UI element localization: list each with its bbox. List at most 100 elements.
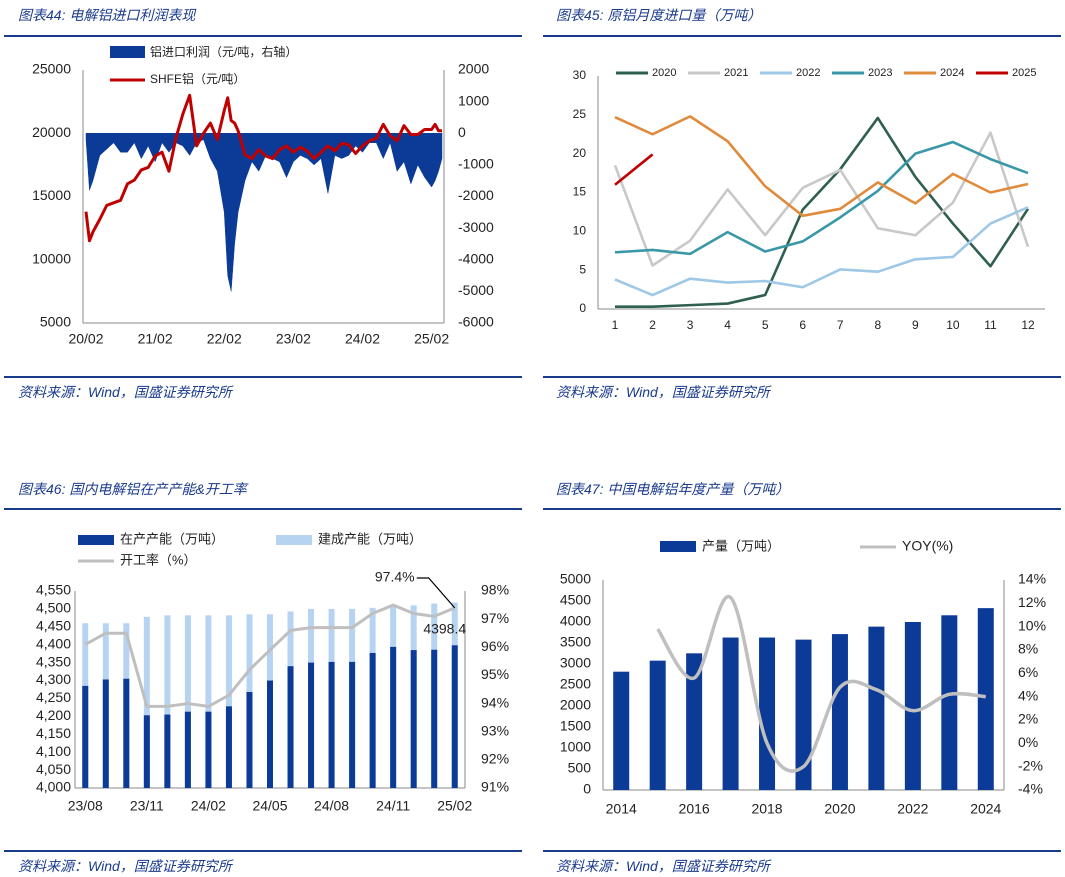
chart46-left-tick-label: 4,250 [36, 689, 71, 705]
chart47-left-tick-label: 0 [583, 781, 591, 797]
chart45-y-tick-label: 15 [573, 185, 587, 199]
chart46-left-tick-label: 4,000 [36, 779, 71, 795]
chart45-series-line [615, 116, 1030, 308]
chart44-legend-label-shfe: SHFE铝（元/吨） [150, 71, 245, 86]
chart47-left-tick-label: 4000 [560, 613, 591, 629]
chart46-production-bar [349, 661, 356, 788]
chart45-x-tick-label: 8 [874, 318, 881, 332]
chart44-x-tick-label: 20/02 [68, 331, 103, 347]
chart47-right-tick-label: -4% [1018, 781, 1043, 797]
chart44-title: 图表44: 电解铝进口利润表现 [18, 7, 196, 23]
chart45-y-tick-label: 0 [579, 301, 586, 315]
chart44-bottom-rule [4, 376, 522, 378]
chart45-title: 图表45: 原铝月度进口量（万吨） [556, 7, 762, 23]
chart46-right-tick-label: 91% [481, 779, 509, 795]
chart47-left-tick-label: 2500 [560, 676, 591, 692]
chart46-x-tick-label: 24/02 [191, 798, 226, 814]
chart44-left-tick-label: 25000 [32, 61, 71, 77]
chart46-right-tick-label: 94% [481, 694, 509, 710]
chart46-production-bar [123, 678, 130, 788]
chart46-production-bar [205, 711, 212, 788]
chart44-x-tick-label: 22/02 [207, 331, 242, 347]
chart47-right-tick-label: 12% [1018, 594, 1046, 610]
chart46-left-tick-label: 4,200 [36, 707, 71, 723]
chart45-x-tick-label: 6 [799, 318, 806, 332]
chart46-production-bar [164, 714, 171, 788]
chart46-production-bar [143, 715, 150, 788]
chart46-x-tick-label: 23/11 [130, 798, 164, 814]
chart47-right-tick-label: 14% [1018, 571, 1046, 587]
chart45-series-line [613, 131, 1030, 267]
chart47-production-bar [613, 671, 630, 790]
chart44-right-tick-label: -2000 [458, 187, 494, 203]
chart45-series-line [614, 115, 1029, 218]
chart46-top-rule [4, 508, 522, 510]
chart47-left-tick-label: 3500 [560, 634, 591, 650]
chart45-source: 资料来源：Wind，国盛证券研究所 [556, 384, 770, 400]
chart46-legend-label-built: 建成产能（万吨） [318, 531, 422, 546]
chart47-bottom-rule [543, 850, 1061, 852]
chart47-x-tick-label: 2018 [751, 801, 782, 817]
chart45-legend-label: 2021 [724, 67, 748, 79]
chart46-left-tick-label: 4,350 [36, 653, 71, 669]
chart46-right-tick-label: 98% [481, 582, 509, 598]
chart46-source: 资料来源：Wind，国盛证券研究所 [18, 858, 232, 874]
chart47-legend-label-production: 产量（万吨） [702, 538, 780, 553]
chart46-production-bar [102, 679, 109, 788]
chart45-x-tick-label: 7 [837, 318, 844, 332]
chart44-top-rule [4, 35, 522, 37]
chart47-right-tick-label: 2% [1018, 711, 1038, 727]
chart45-series-line [614, 153, 654, 186]
chart46-annotation-rate: 97.4% [375, 569, 415, 585]
chart46-right-tick-label: 95% [481, 666, 509, 682]
chart46-left-tick-label: 4,050 [36, 761, 71, 777]
chart44-right-tick-label: -4000 [458, 250, 494, 266]
chart46-left-tick-label: 4,150 [36, 725, 71, 741]
chart47-x-tick-label: 2016 [679, 801, 710, 817]
chart46-production-bar [184, 711, 191, 788]
chart45-x-tick-label: 2 [649, 318, 656, 332]
chart46-annotation-value: 4398.4 [423, 621, 466, 637]
chart47-left-tick-label: 3000 [560, 655, 591, 671]
chart44-right-tick-label: -1000 [458, 156, 494, 172]
chart46-production-bar [82, 685, 89, 788]
chart47-x-tick-label: 2022 [897, 801, 928, 817]
chart47-right-tick-label: 8% [1018, 641, 1038, 657]
chart46-x-tick-label: 24/05 [252, 798, 287, 814]
chart47-right-tick-label: -2% [1018, 757, 1043, 773]
chart44-right-tick-label: -5000 [458, 282, 494, 298]
chart45-series-line [614, 206, 1029, 297]
chart46-x-tick-label: 24/11 [376, 798, 410, 814]
chart46-production-bar [287, 666, 294, 788]
chart47-x-tick-label: 2024 [970, 801, 1001, 817]
chart46-left-tick-label: 4,550 [36, 582, 71, 598]
chart46-production-bar [451, 645, 458, 788]
chart47-left-tick-label: 4500 [560, 592, 591, 608]
chart45-x-tick-label: 11 [984, 318, 997, 332]
chart44-left-tick-label: 20000 [32, 124, 71, 140]
chart46-legend-swatch-production [78, 535, 114, 545]
chart45-x-tick-label: 3 [687, 318, 694, 332]
chart47-yoy-line [656, 595, 986, 773]
chart44-x-tick-label: 25/02 [414, 331, 449, 347]
chart47-production-bar [977, 608, 994, 790]
chart46-right-tick-label: 93% [481, 722, 509, 738]
chart46-legend-label-rate: 开工率（%） [120, 552, 197, 567]
chart45-x-tick-label: 4 [724, 318, 731, 332]
chart45-x-tick-label: 5 [762, 318, 769, 332]
chart46-right-tick-label: 92% [481, 751, 509, 767]
chart47-production-bar [904, 622, 921, 790]
chart46-left-tick-label: 4,400 [36, 635, 71, 651]
chart46-legend-swatch-built [276, 535, 312, 545]
chart44-x-tick-label: 23/02 [276, 331, 311, 347]
chart47-production-bar [941, 615, 958, 790]
chart44-right-tick-label: 2000 [458, 61, 489, 77]
chart45-legend-label: 2025 [1012, 67, 1036, 79]
chart47-left-tick-label: 1000 [560, 739, 591, 755]
chart45-series-line [614, 140, 1029, 256]
chart46-production-bar [328, 661, 335, 788]
chart46-built-bar [225, 615, 232, 788]
chart45-x-tick-label: 10 [946, 318, 960, 332]
chart47-left-tick-label: 2000 [560, 697, 591, 713]
chart47-right-tick-label: 10% [1018, 617, 1046, 633]
